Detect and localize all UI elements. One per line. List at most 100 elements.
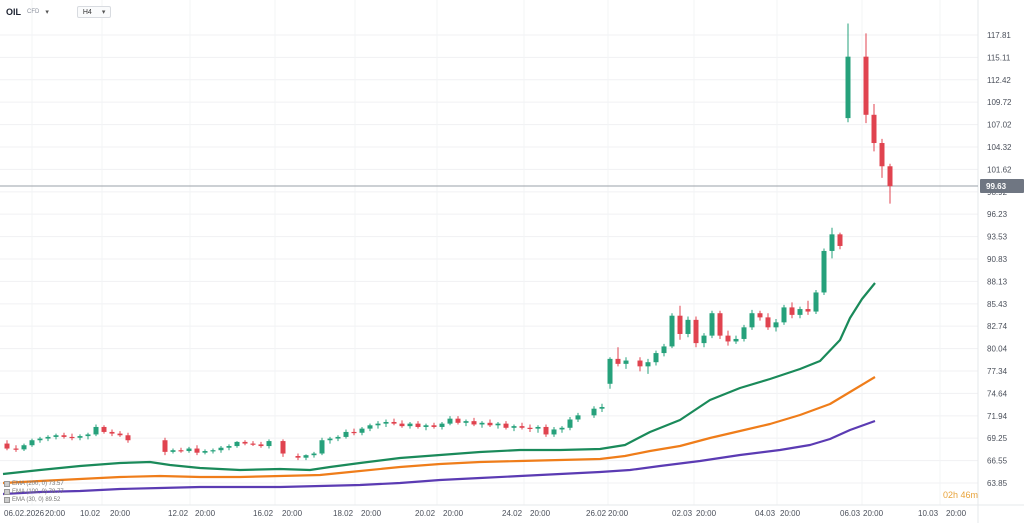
candle-body[interactable] [4, 443, 10, 449]
candle-body[interactable] [29, 440, 35, 446]
candle-body[interactable] [266, 441, 272, 447]
candle-body[interactable] [117, 433, 123, 436]
candle-body[interactable] [567, 419, 573, 428]
candle-body[interactable] [53, 435, 59, 437]
candle-body[interactable] [653, 353, 659, 363]
candle-body[interactable] [773, 322, 779, 328]
candle-body[interactable] [455, 418, 461, 423]
candle-body[interactable] [677, 315, 683, 334]
candle-body[interactable] [61, 435, 67, 437]
legend-item[interactable]: EMA (200, 0) 73.57 [4, 480, 64, 488]
candle-body[interactable] [615, 358, 621, 364]
candle-body[interactable] [725, 335, 731, 342]
candle-body[interactable] [487, 422, 493, 426]
candle-body[interactable] [463, 421, 469, 423]
candle-body[interactable] [693, 319, 699, 344]
candle-body[interactable] [439, 423, 445, 427]
candle-body[interactable] [303, 455, 309, 458]
candle-body[interactable] [178, 450, 184, 452]
candle-body[interactable] [887, 166, 893, 187]
candle-body[interactable] [335, 436, 341, 439]
candle-body[interactable] [871, 114, 877, 144]
candle-body[interactable] [359, 428, 365, 433]
current-price-badge[interactable] [980, 178, 1024, 193]
candle-body[interactable] [258, 444, 264, 447]
candle-body[interactable] [327, 438, 333, 441]
candle-body[interactable] [669, 315, 675, 347]
candle-body[interactable] [733, 338, 739, 342]
candle-body[interactable] [863, 56, 869, 115]
candle-body[interactable] [77, 436, 83, 438]
candle-body[interactable] [551, 429, 557, 435]
candle-body[interactable] [170, 450, 176, 452]
candle-body[interactable] [607, 358, 613, 384]
candle-body[interactable] [837, 234, 843, 246]
candle-body[interactable] [162, 440, 168, 452]
candle-body[interactable] [210, 450, 216, 452]
candle-body[interactable] [242, 441, 248, 444]
candle-body[interactable] [623, 360, 629, 364]
candle-body[interactable] [535, 426, 541, 429]
candle-body[interactable] [591, 408, 597, 416]
candle-body[interactable] [101, 426, 107, 432]
candle-body[interactable] [13, 448, 19, 450]
candle-body[interactable] [383, 421, 389, 424]
candle-body[interactable] [717, 313, 723, 336]
candle-body[interactable] [575, 415, 581, 420]
candle-body[interactable] [351, 431, 357, 434]
candle-body[interactable] [749, 313, 755, 328]
candle-body[interactable] [709, 313, 715, 336]
candle-body[interactable] [109, 431, 115, 434]
candle-body[interactable] [37, 438, 43, 441]
candle-body[interactable] [845, 56, 851, 119]
candle-body[interactable] [447, 418, 453, 424]
candle-body[interactable] [471, 421, 477, 425]
candle-body[interactable] [781, 307, 787, 323]
candle-body[interactable] [701, 335, 707, 344]
candle-body[interactable] [527, 427, 533, 429]
candle-body[interactable] [789, 307, 795, 315]
indicator-settings-icon[interactable] [4, 481, 10, 487]
indicator-settings-icon[interactable] [4, 497, 10, 503]
candle-body[interactable] [829, 234, 835, 251]
candle-body[interactable] [741, 327, 747, 339]
candle-body[interactable] [85, 434, 91, 437]
candle-body[interactable] [415, 423, 421, 427]
candle-body[interactable] [407, 423, 413, 427]
candle-body[interactable] [69, 436, 75, 439]
candle-body[interactable] [280, 441, 286, 454]
candle-body[interactable] [645, 362, 651, 367]
candle-body[interactable] [186, 448, 192, 452]
candle-body[interactable] [295, 456, 301, 458]
candle-body[interactable] [93, 426, 99, 435]
candle-body[interactable] [202, 451, 208, 453]
candle-body[interactable] [234, 441, 240, 447]
candle-body[interactable] [637, 360, 643, 367]
candle-body[interactable] [226, 446, 232, 448]
candle-body[interactable] [45, 436, 51, 439]
candle-body[interactable] [343, 431, 349, 437]
candle-body[interactable] [511, 426, 517, 428]
candle-body[interactable] [423, 425, 429, 427]
candle-body[interactable] [559, 427, 565, 430]
candle-body[interactable] [757, 313, 763, 318]
candle-body[interactable] [431, 425, 437, 427]
candle-body[interactable] [375, 423, 381, 426]
candle-body[interactable] [479, 422, 485, 425]
candle-body[interactable] [765, 317, 771, 328]
candle-body[interactable] [503, 423, 509, 428]
legend-item[interactable]: EMA (30, 0) 89.52 [4, 496, 64, 504]
candle-body[interactable] [495, 423, 501, 426]
candle-body[interactable] [194, 448, 200, 453]
candle-body[interactable] [218, 447, 224, 451]
indicator-settings-icon[interactable] [4, 489, 10, 495]
candle-body[interactable] [599, 407, 605, 409]
candle-body[interactable] [367, 425, 373, 429]
candle-body[interactable] [319, 440, 325, 454]
candle-body[interactable] [685, 319, 691, 334]
candle-body[interactable] [391, 421, 397, 424]
candle-body[interactable] [805, 309, 811, 312]
candle-body[interactable] [399, 423, 405, 427]
